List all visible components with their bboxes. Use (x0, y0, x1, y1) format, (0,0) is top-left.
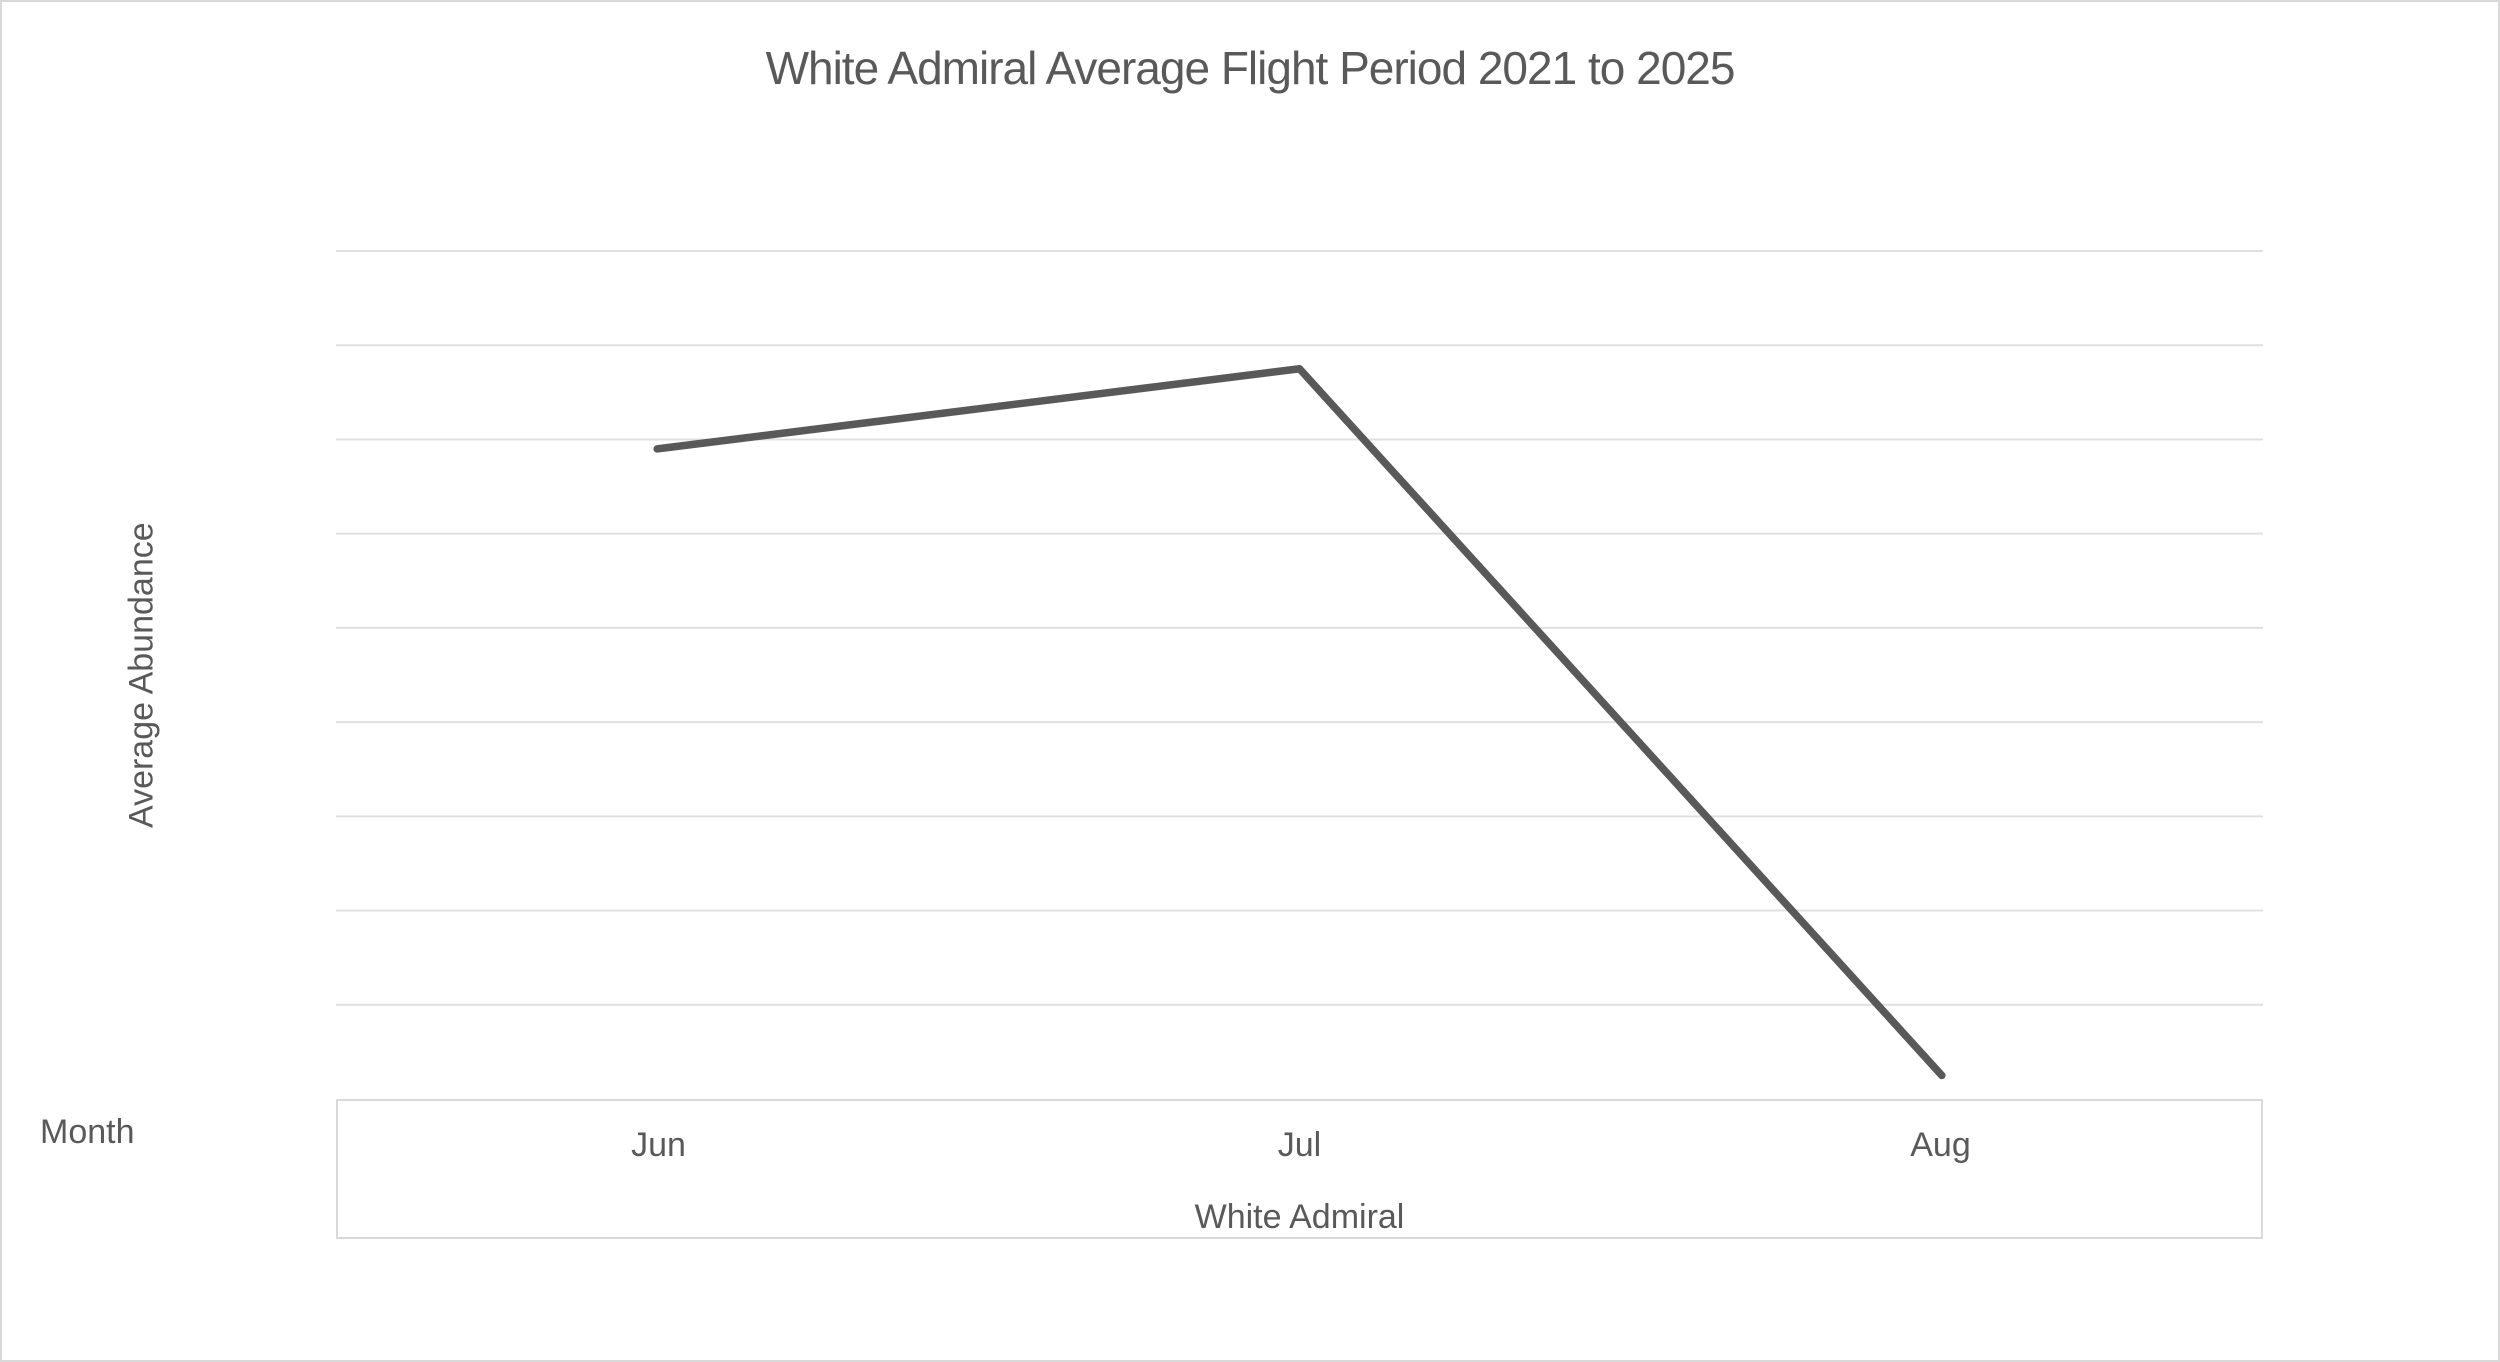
category-label-aug: Aug (1910, 1126, 1971, 1164)
series-group-label: White Admiral (1194, 1198, 1405, 1236)
category-labels-row: Jun Jul Aug (338, 1125, 2261, 1165)
category-label-jun: Jun (631, 1126, 686, 1164)
category-label-jul: Jul (1277, 1126, 1322, 1164)
x-axis-title: Month (40, 1113, 135, 1151)
chart-title: White Admiral Average Flight Period 2021… (765, 42, 1736, 94)
y-axis-title: Average Abundance (122, 522, 161, 828)
series-line (653, 365, 1946, 1080)
category-axis-box: Jun Jul Aug White Admiral (336, 1099, 2263, 1239)
